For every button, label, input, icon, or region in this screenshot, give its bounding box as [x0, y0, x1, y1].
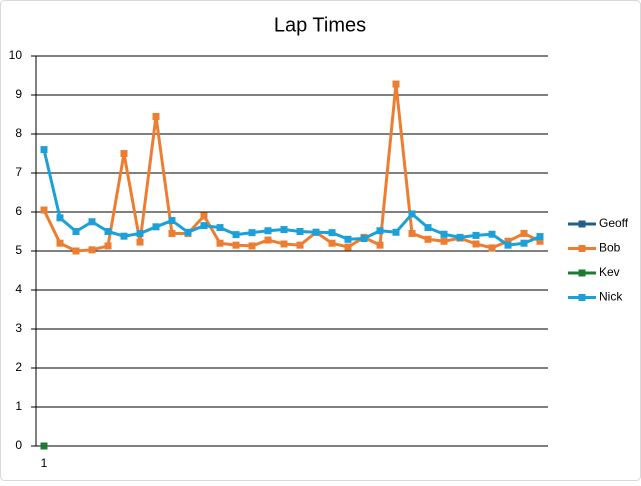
point-marker — [232, 241, 240, 249]
point-marker — [392, 80, 400, 88]
y-tick-label: 1 — [15, 399, 22, 413]
point-marker — [328, 239, 336, 247]
point-marker — [264, 236, 272, 244]
point-marker — [232, 231, 240, 239]
chart-title: Lap Times — [274, 14, 366, 36]
y-tick-label: 0 — [15, 438, 22, 452]
point-marker — [344, 235, 352, 243]
point-marker — [200, 212, 208, 220]
point-marker — [136, 238, 144, 246]
legend-label: Geoff — [599, 216, 629, 230]
point-marker — [328, 229, 336, 237]
point-marker — [72, 247, 80, 255]
point-marker — [248, 242, 256, 250]
y-tick-label: 6 — [15, 204, 22, 218]
point-marker — [88, 246, 96, 254]
point-marker — [264, 227, 272, 235]
point-marker — [56, 214, 64, 222]
point-marker — [536, 233, 544, 241]
point-marker — [296, 228, 304, 235]
point-marker — [152, 223, 160, 231]
point-marker — [200, 222, 208, 230]
point-marker — [536, 237, 544, 245]
point-marker — [56, 239, 64, 247]
point-marker — [520, 229, 528, 237]
x-tick-label: 1 — [41, 456, 48, 470]
point-marker — [360, 235, 368, 243]
point-marker — [120, 232, 128, 240]
point-marker — [376, 241, 384, 249]
legend-marker — [578, 220, 586, 228]
point-marker — [424, 224, 432, 232]
point-marker — [408, 210, 416, 218]
point-marker — [424, 235, 432, 243]
point-marker — [152, 112, 160, 120]
point-marker — [504, 237, 512, 245]
point-marker — [392, 228, 400, 236]
point-marker — [168, 229, 176, 237]
point-marker — [312, 228, 320, 236]
point-marker — [472, 231, 480, 239]
legend-marker — [578, 245, 586, 252]
legend-label: Nick — [599, 290, 623, 304]
point-marker — [136, 229, 144, 237]
point-marker — [440, 237, 448, 245]
point-marker — [184, 228, 192, 236]
y-tick-label: 2 — [15, 360, 22, 374]
point-marker — [456, 233, 464, 241]
point-marker — [168, 217, 176, 225]
point-marker — [40, 206, 48, 214]
legend-marker — [578, 294, 586, 301]
point-marker — [88, 218, 96, 226]
point-marker — [40, 442, 48, 450]
legend-marker — [578, 269, 586, 277]
point-marker — [72, 228, 80, 235]
y-tick-label: 8 — [15, 126, 22, 140]
point-marker — [104, 228, 112, 235]
point-marker — [408, 229, 416, 237]
point-marker — [376, 227, 384, 235]
point-marker — [488, 230, 496, 238]
y-tick-label: 3 — [15, 321, 22, 335]
legend-label: Bob — [599, 241, 621, 255]
point-marker — [120, 150, 128, 157]
point-marker — [520, 239, 528, 247]
point-marker — [104, 242, 112, 250]
y-tick-label: 5 — [15, 243, 22, 257]
point-marker — [440, 230, 448, 238]
point-marker — [296, 241, 304, 249]
point-marker — [344, 243, 352, 251]
y-tick-label: 7 — [15, 165, 22, 179]
point-marker — [40, 146, 48, 154]
point-marker — [472, 240, 480, 248]
point-marker — [280, 240, 288, 248]
y-tick-label: 9 — [15, 87, 22, 101]
point-marker — [248, 229, 256, 237]
y-tick-label: 10 — [9, 48, 23, 62]
point-marker — [280, 226, 288, 234]
point-marker — [216, 239, 224, 247]
y-tick-label: 4 — [15, 282, 22, 296]
point-marker — [216, 224, 224, 232]
legend-label: Kev — [599, 265, 620, 279]
point-marker — [488, 244, 496, 252]
point-marker — [504, 241, 512, 249]
